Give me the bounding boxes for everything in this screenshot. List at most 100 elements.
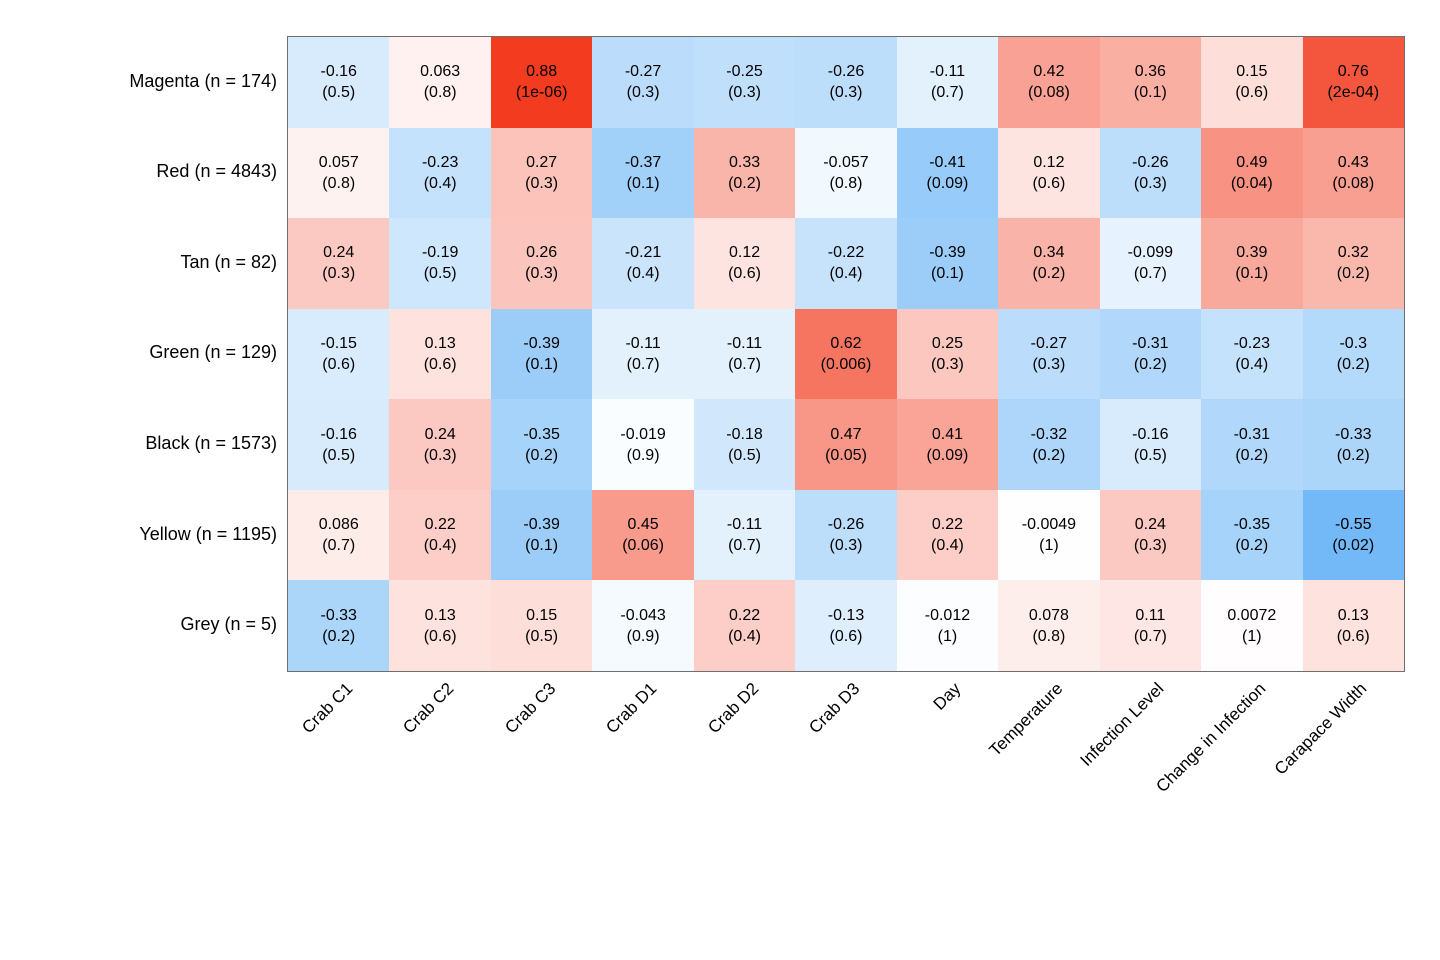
cell-correlation-value: -0.39 bbox=[929, 244, 966, 262]
cell-p-value: (0.2) bbox=[525, 446, 559, 464]
heatmap-cell: -0.39 (0.1) bbox=[896, 218, 999, 309]
cell-correlation-value: 0.22 bbox=[424, 516, 456, 534]
cell-p-value: (0.02) bbox=[1332, 537, 1375, 555]
heatmap-cell: -0.35 (0.2) bbox=[1201, 489, 1303, 581]
cell-p-value: (0.3) bbox=[829, 537, 863, 555]
heatmap-cell: -0.3 (0.2) bbox=[1302, 308, 1404, 400]
cell-correlation-value: 0.13 bbox=[424, 334, 456, 352]
heatmap-cell: -0.16 (0.5) bbox=[1099, 399, 1202, 490]
heatmap-cell: -0.37 (0.1) bbox=[592, 127, 694, 219]
cell-p-value: (0.7) bbox=[322, 537, 356, 555]
cell-p-value: (0.8) bbox=[829, 174, 863, 192]
heatmap-cell: 0.12 (0.6) bbox=[998, 127, 1100, 219]
cell-correlation-value: -0.012 bbox=[924, 606, 971, 624]
heatmap-cell: -0.15 (0.6) bbox=[288, 308, 390, 400]
heatmap-cell: 0.0072 (1) bbox=[1201, 580, 1303, 671]
cell-correlation-value: -0.11 bbox=[726, 334, 763, 352]
cell-p-value: (0.1) bbox=[626, 174, 660, 192]
cell-correlation-value: -0.3 bbox=[1339, 334, 1368, 352]
cell-p-value: (0.1) bbox=[930, 265, 964, 283]
heatmap-cell: 0.15 (0.5) bbox=[490, 580, 593, 671]
cell-correlation-value: 0.32 bbox=[1337, 244, 1369, 262]
heatmap-cell: -0.22 (0.4) bbox=[795, 218, 897, 309]
cell-p-value: (0.2) bbox=[1133, 355, 1167, 373]
cell-correlation-value: 0.063 bbox=[420, 63, 461, 81]
cell-p-value: (0.06) bbox=[622, 537, 664, 555]
heatmap-cell: -0.23 (0.4) bbox=[1201, 308, 1303, 400]
cell-correlation-value: 0.45 bbox=[627, 516, 659, 534]
cell-p-value: (0.3) bbox=[322, 265, 356, 283]
cell-correlation-value: 0.12 bbox=[1033, 153, 1065, 171]
cell-correlation-value: -0.26 bbox=[1132, 153, 1169, 171]
cell-p-value: (0.2) bbox=[728, 174, 761, 192]
cell-p-value: (0.4) bbox=[728, 627, 761, 645]
heatmap-cell: 0.15 (0.6) bbox=[1201, 37, 1303, 128]
cell-p-value: (1e-06) bbox=[515, 84, 568, 102]
row-label: Red (n = 4843) bbox=[156, 161, 277, 182]
heatmap-cell: 0.24 (0.3) bbox=[288, 218, 390, 309]
cell-p-value: (0.1) bbox=[525, 537, 559, 555]
heatmap-cell: -0.32 (0.2) bbox=[998, 399, 1100, 490]
cell-p-value: (0.8) bbox=[322, 174, 356, 192]
cell-correlation-value: 0.62 bbox=[830, 334, 862, 352]
cell-correlation-value: 0.057 bbox=[318, 153, 359, 171]
cell-p-value: (0.3) bbox=[930, 355, 964, 373]
heatmap-cell: -0.39 (0.1) bbox=[490, 489, 593, 581]
cell-p-value: (0.09) bbox=[926, 174, 969, 192]
heatmap-cell: 0.88 (1e-06) bbox=[490, 37, 593, 128]
cell-p-value: (0.3) bbox=[525, 174, 559, 192]
heatmap-cell: 0.25 (0.3) bbox=[896, 308, 999, 400]
cell-correlation-value: -0.39 bbox=[523, 516, 560, 534]
cell-correlation-value: -0.16 bbox=[1132, 425, 1169, 443]
cell-correlation-value: -0.16 bbox=[320, 63, 357, 81]
cell-correlation-value: 0.33 bbox=[728, 153, 761, 171]
cell-p-value: (0.5) bbox=[423, 265, 457, 283]
cell-correlation-value: -0.11 bbox=[726, 516, 763, 534]
cell-p-value: (0.2) bbox=[1336, 265, 1370, 283]
cell-p-value: (0.7) bbox=[728, 355, 761, 373]
cell-p-value: (0.05) bbox=[825, 446, 867, 464]
cell-correlation-value: -0.26 bbox=[827, 516, 865, 534]
cell-correlation-value: -0.11 bbox=[929, 63, 966, 81]
heatmap-cell: 0.43 (0.08) bbox=[1302, 127, 1404, 219]
heatmap-cell: 0.41 (0.09) bbox=[896, 399, 999, 490]
cell-correlation-value: -0.39 bbox=[523, 334, 560, 352]
cell-p-value: (0.8) bbox=[423, 84, 457, 102]
heatmap-cell: 0.76 (2e-04) bbox=[1302, 37, 1404, 128]
cell-correlation-value: 0.078 bbox=[1028, 606, 1069, 624]
cell-correlation-value: -0.15 bbox=[320, 334, 357, 352]
cell-correlation-value: -0.35 bbox=[523, 425, 560, 443]
cell-p-value: (1) bbox=[937, 627, 958, 645]
cell-correlation-value: 0.15 bbox=[1236, 63, 1268, 81]
column-label: Crab D2 bbox=[703, 679, 762, 738]
cell-correlation-value: 0.13 bbox=[424, 606, 456, 624]
cell-p-value: (0.09) bbox=[926, 446, 969, 464]
cell-p-value: (0.6) bbox=[1336, 627, 1370, 645]
heatmap-cell: -0.099 (0.7) bbox=[1099, 218, 1202, 309]
heatmap-cell: 0.13 (0.6) bbox=[389, 308, 491, 400]
column-label: Crab D3 bbox=[805, 679, 864, 738]
cell-p-value: (0.08) bbox=[1332, 174, 1375, 192]
cell-p-value: (0.3) bbox=[423, 446, 457, 464]
cell-correlation-value: -0.099 bbox=[1127, 244, 1174, 262]
heatmap-cell: 0.24 (0.3) bbox=[1099, 489, 1202, 581]
heatmap-cell: 0.11 (0.7) bbox=[1099, 580, 1202, 671]
heatmap-cell: -0.27 (0.3) bbox=[592, 37, 694, 128]
cell-correlation-value: 0.26 bbox=[526, 244, 558, 262]
heatmap-cell: 0.42 (0.08) bbox=[998, 37, 1100, 128]
cell-p-value: (0.7) bbox=[1133, 265, 1167, 283]
cell-correlation-value: 0.49 bbox=[1236, 153, 1268, 171]
heatmap-cell: -0.19 (0.5) bbox=[389, 218, 491, 309]
heatmap-cell: 0.39 (0.1) bbox=[1201, 218, 1303, 309]
row-label: Black (n = 1573) bbox=[145, 433, 277, 454]
cell-correlation-value: -0.13 bbox=[827, 606, 865, 624]
cell-correlation-value: 0.24 bbox=[1134, 516, 1166, 534]
cell-correlation-value: -0.21 bbox=[624, 244, 662, 262]
cell-correlation-value: 0.22 bbox=[931, 516, 964, 534]
cell-correlation-value: -0.32 bbox=[1030, 425, 1068, 443]
cell-p-value: (0.3) bbox=[1133, 174, 1167, 192]
cell-p-value: (0.6) bbox=[829, 627, 863, 645]
cell-p-value: (0.6) bbox=[423, 355, 457, 373]
cell-correlation-value: -0.31 bbox=[1233, 425, 1271, 443]
